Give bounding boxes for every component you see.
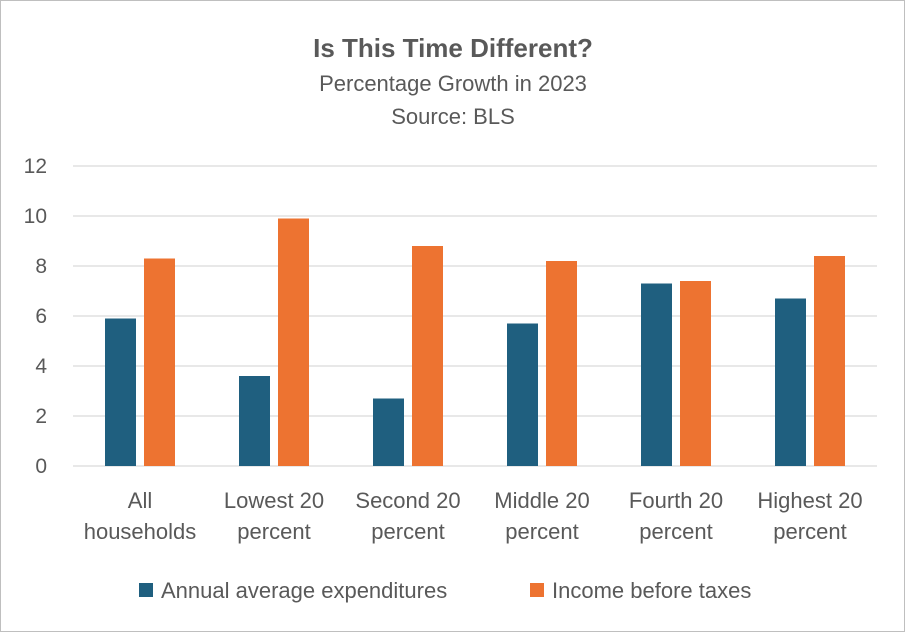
y-tick-label: 0 — [35, 455, 47, 478]
x-category-label: All — [128, 488, 152, 513]
x-category-label: percent — [237, 519, 310, 544]
y-tick-label: 12 — [24, 155, 47, 178]
bar-income — [412, 246, 443, 466]
bar-income — [680, 281, 711, 466]
y-tick-label: 2 — [35, 405, 47, 428]
gridlines — [73, 165, 877, 467]
bar-income — [144, 258, 175, 466]
legend-swatch — [139, 583, 153, 597]
y-tick-label: 8 — [35, 255, 47, 278]
y-axis-ticks: 0 2 4 6 8 10 12 — [24, 155, 48, 478]
y-tick-label: 4 — [35, 355, 47, 378]
x-axis-labels: All households Lowest 20 percent Second 20 pe… — [84, 488, 863, 544]
y-tick-label: 6 — [35, 305, 47, 328]
x-category-label: Fourth 20 — [629, 488, 723, 513]
bar-income — [546, 261, 577, 466]
y-tick-label: 10 — [24, 205, 47, 228]
bar-expenditures — [239, 376, 270, 466]
bar-expenditures — [507, 323, 538, 466]
bar-expenditures — [775, 298, 806, 466]
x-category-label: Second 20 — [355, 488, 460, 513]
bars — [105, 218, 845, 466]
chart-title: Is This Time Different? — [313, 33, 593, 63]
x-category-label: percent — [773, 519, 846, 544]
bar-income — [278, 218, 309, 466]
legend-label: Annual average expenditures — [161, 578, 447, 603]
chart-subtitle-line-1: Percentage Growth in 2023 — [319, 71, 587, 96]
legend-label: Income before taxes — [552, 578, 751, 603]
x-category-label: percent — [371, 519, 444, 544]
x-category-label: Middle 20 — [494, 488, 589, 513]
bar-income — [814, 256, 845, 466]
x-category-label: Lowest 20 — [224, 488, 324, 513]
bar-expenditures — [373, 398, 404, 466]
x-category-label: households — [84, 519, 197, 544]
bar-expenditures — [641, 283, 672, 466]
chart-subtitle-line-2: Source: BLS — [391, 104, 515, 129]
x-category-label: percent — [639, 519, 712, 544]
legend-swatch — [530, 583, 544, 597]
bar-expenditures — [105, 318, 136, 466]
x-category-label: Highest 20 — [757, 488, 862, 513]
x-category-label: percent — [505, 519, 578, 544]
legend: Annual average expenditures Income before… — [139, 578, 751, 603]
